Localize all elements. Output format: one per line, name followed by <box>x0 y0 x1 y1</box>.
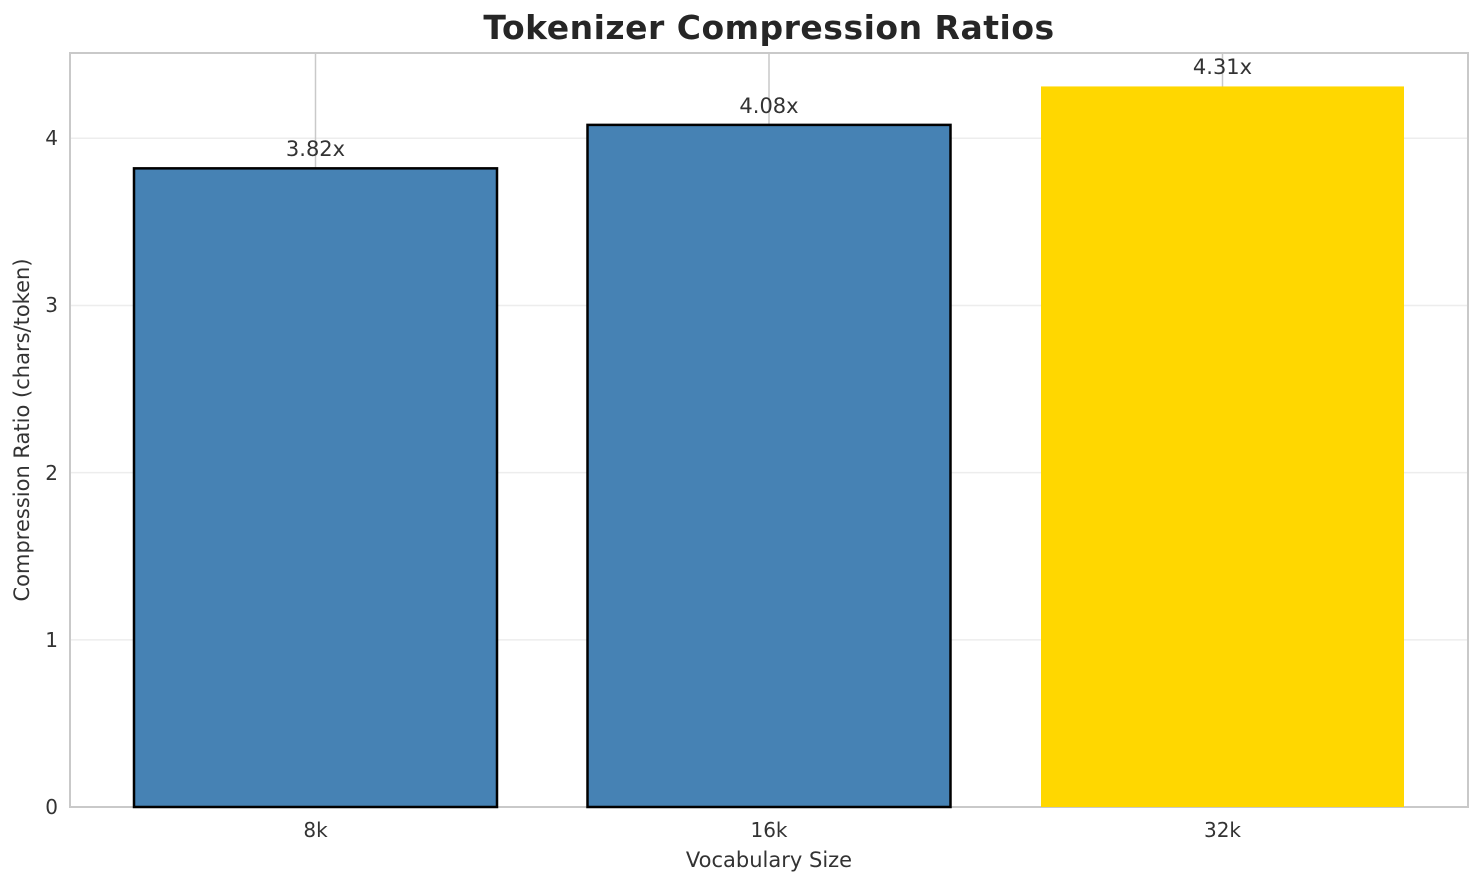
y-tick-label: 1 <box>45 627 58 652</box>
y-tick-label: 0 <box>45 795 58 819</box>
x-tick-label: 8k <box>303 818 328 842</box>
bar-16k <box>586 123 952 809</box>
y-tick-label: 2 <box>45 460 58 485</box>
y-tick-label: 3 <box>45 293 58 318</box>
bar-value-label: 4.31x <box>1192 55 1253 80</box>
bar-value-label: 4.08x <box>739 93 799 118</box>
bar-value-label: 3.82x <box>285 137 346 162</box>
bar-32k <box>1041 86 1404 807</box>
bar-8k <box>132 167 499 809</box>
x-axis-label: Vocabulary Size <box>685 848 853 872</box>
chart-title: Tokenizer Compression Ratios <box>483 8 1055 47</box>
x-tick-label: 16k <box>750 818 788 842</box>
y-tick-label: 4 <box>45 126 58 151</box>
x-tick-label: 32k <box>1203 818 1242 842</box>
